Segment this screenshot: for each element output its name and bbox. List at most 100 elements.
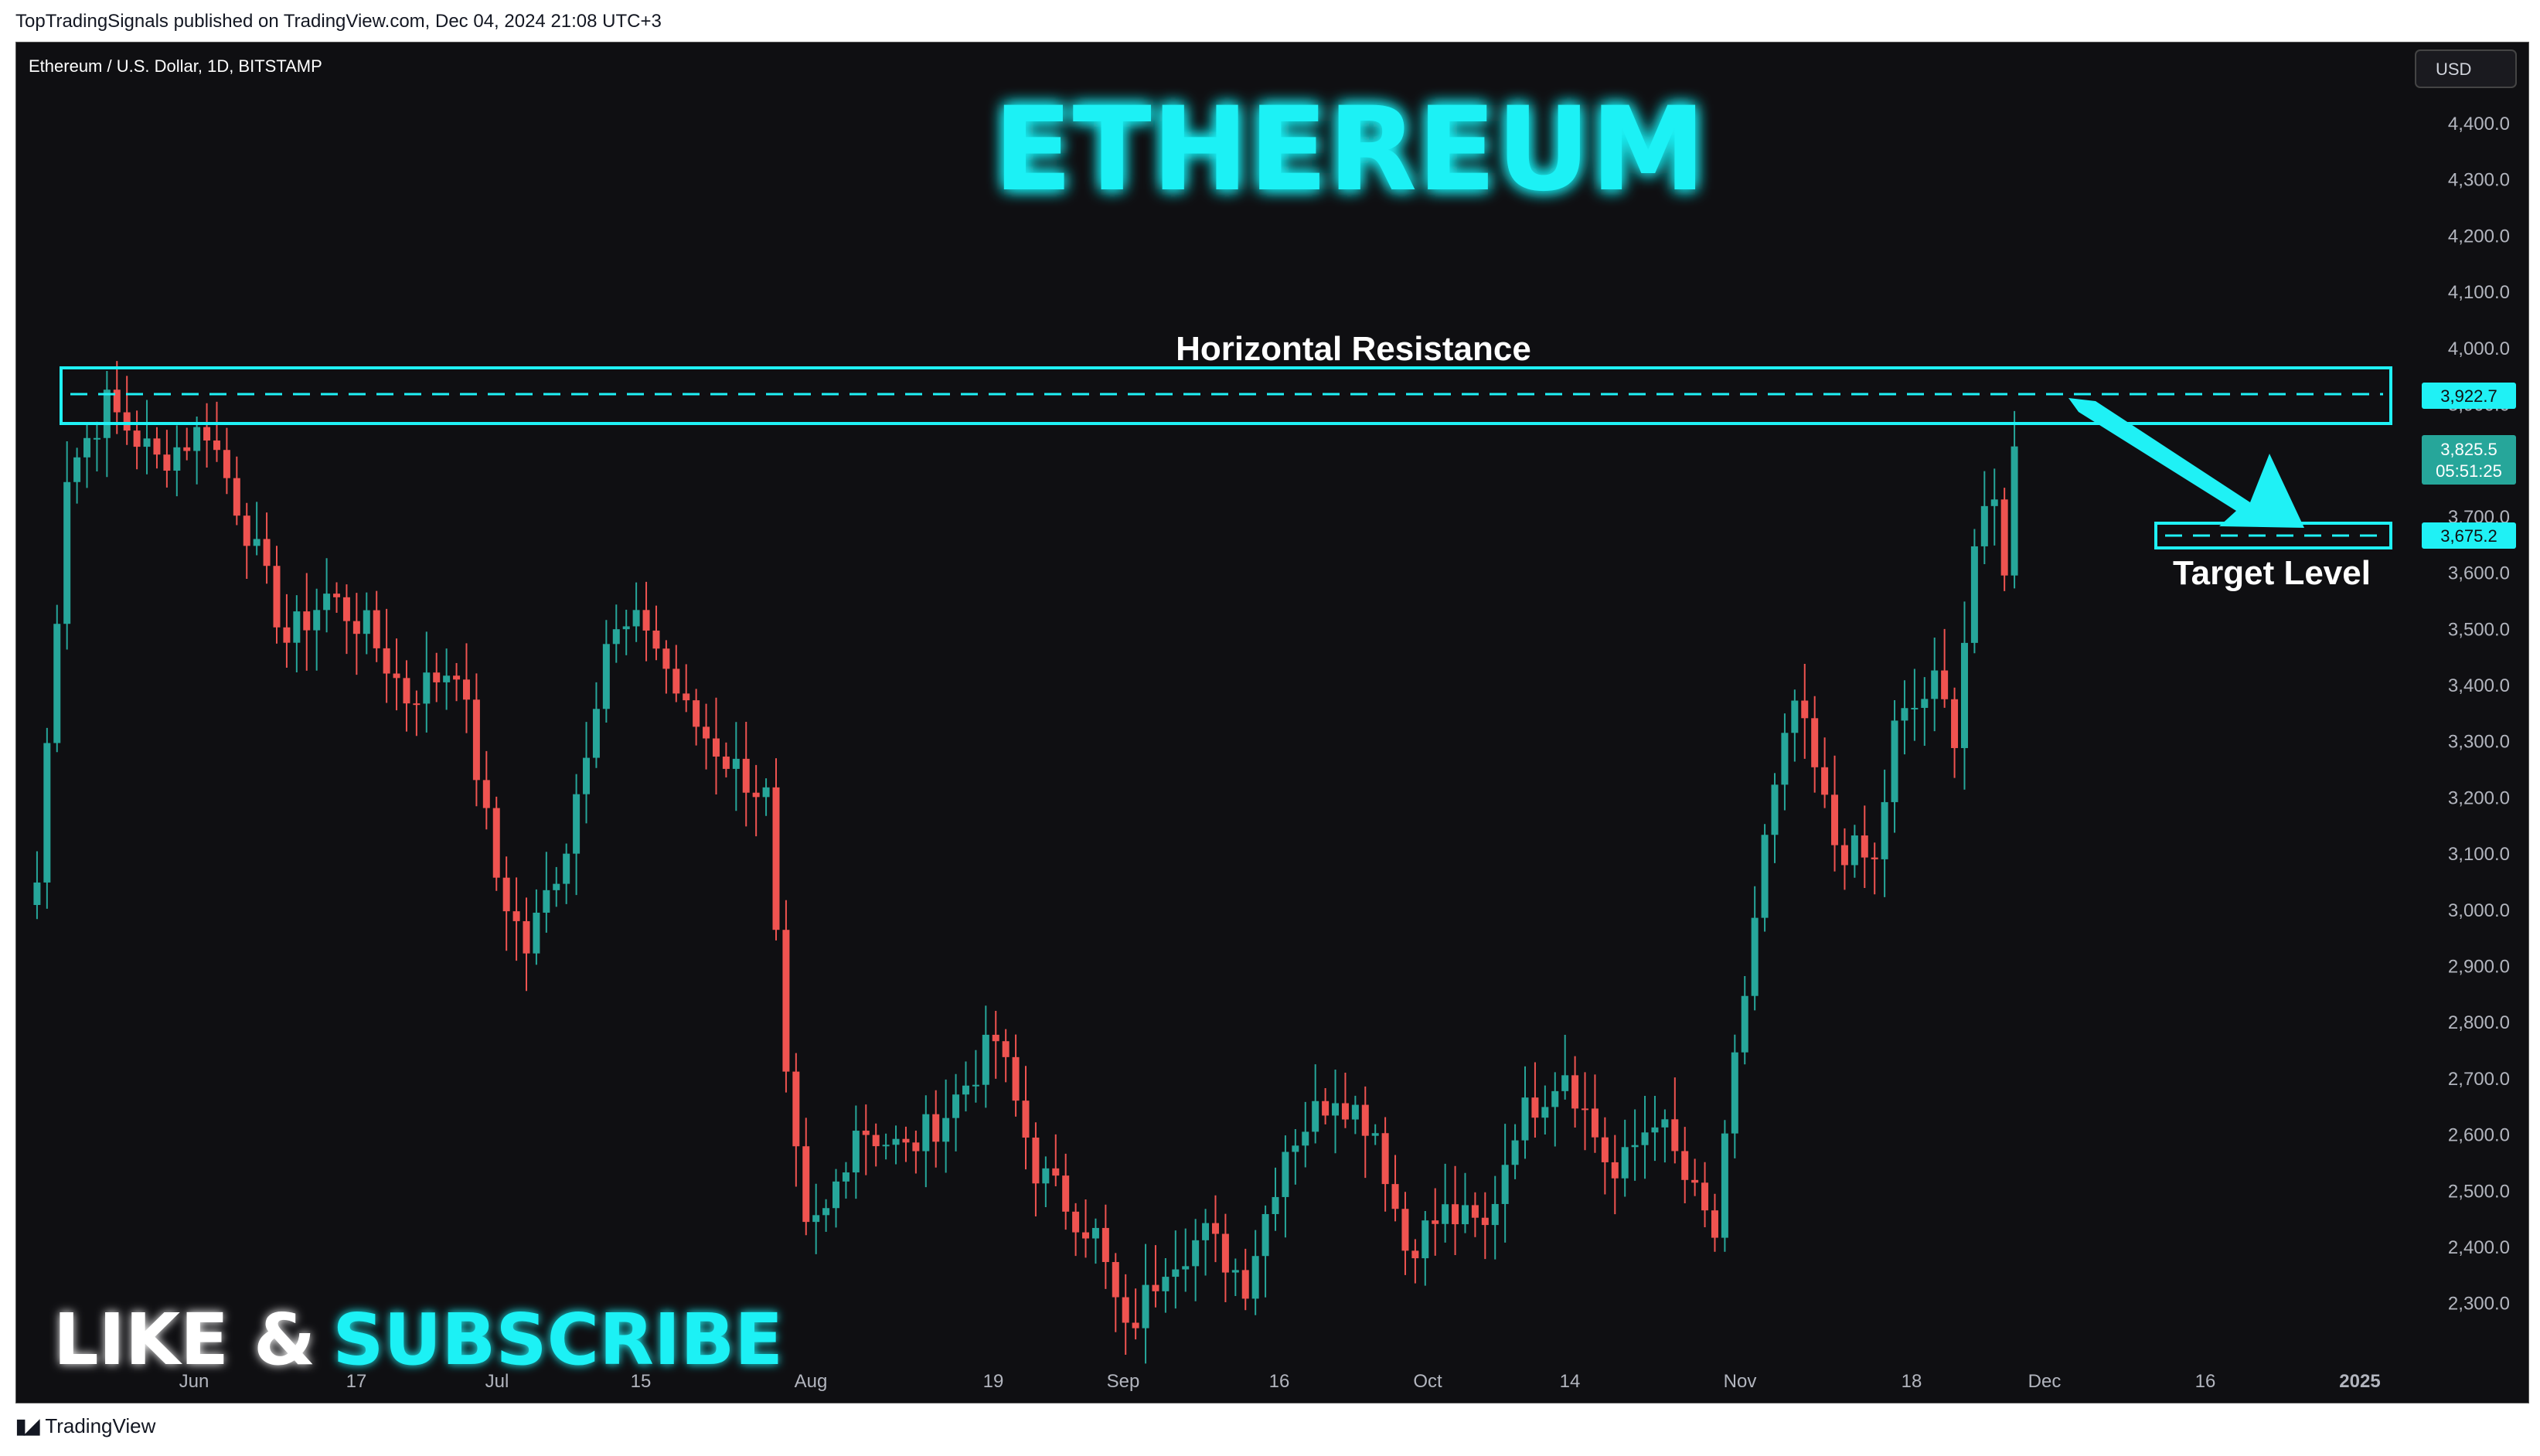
candle-body bbox=[732, 758, 740, 769]
candle-body bbox=[1182, 1266, 1190, 1270]
candle-body bbox=[293, 611, 301, 643]
candle-body bbox=[802, 1146, 810, 1223]
candle-body bbox=[253, 539, 260, 546]
candle-body bbox=[1432, 1220, 1439, 1224]
candle-body bbox=[1002, 1041, 1010, 1057]
currency-button[interactable] bbox=[2415, 49, 2517, 88]
candle-body bbox=[902, 1138, 910, 1143]
candle-body bbox=[1571, 1075, 1579, 1109]
candle-body bbox=[1881, 801, 1888, 859]
candle-body bbox=[852, 1131, 860, 1173]
candle-body bbox=[1112, 1262, 1119, 1298]
target-price-tag-text: 3,675.2 bbox=[2440, 526, 2497, 546]
footer[interactable]: ▮◢ TradingView bbox=[15, 1414, 155, 1438]
candle-body bbox=[592, 709, 600, 758]
cta-like: LIKE & bbox=[53, 1298, 315, 1381]
candle-body bbox=[443, 675, 451, 682]
time-tick-label: 16 bbox=[1269, 1371, 1290, 1392]
candle-body bbox=[842, 1172, 850, 1182]
candle-body bbox=[1861, 835, 1868, 858]
candle-body bbox=[642, 610, 650, 631]
candle-body bbox=[1442, 1204, 1449, 1224]
candle-body bbox=[203, 427, 211, 441]
candle-body bbox=[1341, 1103, 1349, 1120]
candle-body bbox=[1261, 1213, 1269, 1257]
candle-body bbox=[512, 911, 520, 921]
candle-body bbox=[183, 447, 191, 451]
candle-body bbox=[1601, 1137, 1609, 1162]
chart-pane[interactable]: Horizontal Resistance Target Level ETHER… bbox=[15, 42, 2529, 1403]
candle-body bbox=[1661, 1119, 1669, 1128]
price-tick-label: 2,800.0 bbox=[2448, 1012, 2510, 1033]
candle-body bbox=[952, 1094, 960, 1118]
candle-body bbox=[472, 699, 480, 781]
candle-body bbox=[143, 438, 151, 447]
price-tick-label: 2,600.0 bbox=[2448, 1125, 2510, 1146]
candle-body bbox=[872, 1135, 880, 1147]
candle-body bbox=[1541, 1107, 1549, 1118]
time-tick-label: Nov bbox=[1724, 1371, 1757, 1392]
candle-body bbox=[932, 1114, 940, 1142]
candle-body bbox=[173, 447, 181, 471]
candle-body bbox=[1891, 720, 1898, 802]
candle-body bbox=[1751, 917, 1759, 996]
candle-body bbox=[693, 700, 700, 727]
cta-text: LIKE & SUBSCRIBE bbox=[53, 1298, 783, 1381]
candle-body bbox=[1621, 1147, 1629, 1179]
candle-body bbox=[1221, 1233, 1229, 1273]
countdown-text: 05:51:25 bbox=[2436, 461, 2502, 481]
candle-body bbox=[243, 515, 250, 546]
candle-body bbox=[1671, 1119, 1679, 1152]
candle-body bbox=[502, 877, 510, 912]
candle-body bbox=[1481, 1217, 1489, 1226]
candle-body bbox=[1202, 1223, 1210, 1240]
price-tick-label: 4,000.0 bbox=[2448, 338, 2510, 359]
candle-body bbox=[453, 675, 461, 680]
candle-body bbox=[1142, 1284, 1149, 1328]
candle-body bbox=[812, 1215, 820, 1223]
candle-body bbox=[1611, 1162, 1619, 1179]
time-tick-label: Jun bbox=[179, 1371, 209, 1392]
price-tick-label: 2,400.0 bbox=[2448, 1237, 2510, 1258]
candle-body bbox=[223, 450, 230, 478]
price-axis[interactable]: 4,400.04,300.04,200.04,100.04,000.03,900… bbox=[2448, 114, 2510, 1315]
candle-body bbox=[882, 1145, 890, 1147]
candle-body bbox=[1591, 1108, 1599, 1138]
candle-body bbox=[1970, 546, 1978, 643]
candle-body bbox=[113, 390, 121, 413]
candle-body bbox=[612, 629, 620, 645]
candle-body bbox=[563, 853, 570, 884]
candle-body bbox=[313, 610, 321, 631]
candle-body bbox=[1921, 699, 1929, 708]
price-chart[interactable]: Horizontal Resistance Target Level ETHER… bbox=[16, 43, 2528, 1403]
candle-body bbox=[1322, 1101, 1330, 1116]
candle-body bbox=[683, 693, 690, 701]
candle-body bbox=[1411, 1250, 1419, 1259]
price-tick-label: 3,100.0 bbox=[2448, 844, 2510, 865]
time-tick-label: Aug bbox=[795, 1371, 828, 1392]
candle-body bbox=[1012, 1056, 1020, 1101]
candle-body bbox=[263, 539, 271, 566]
candle-body bbox=[1461, 1205, 1469, 1225]
time-axis[interactable]: Jun 17 Jul 15 Aug 19 Sep 16 Oct 14 Nov 18 Dec 16 2025 bbox=[179, 1371, 2381, 1392]
candle-body bbox=[73, 457, 81, 482]
candle-body bbox=[1422, 1220, 1429, 1259]
price-tick-label: 3,400.0 bbox=[2448, 675, 2510, 696]
candle-body bbox=[373, 610, 380, 648]
current-price-tag bbox=[2422, 435, 2516, 485]
candle-body bbox=[942, 1118, 950, 1142]
price-tick-label: 2,700.0 bbox=[2448, 1069, 2510, 1090]
candle-body bbox=[1292, 1145, 1299, 1152]
candle-body bbox=[1951, 699, 1959, 748]
candle-body bbox=[772, 787, 780, 930]
candle-body bbox=[1811, 718, 1819, 767]
candle-body bbox=[1302, 1131, 1309, 1146]
candle-body bbox=[1471, 1205, 1479, 1218]
candle-body bbox=[1801, 700, 1809, 719]
resistance-zone[interactable] bbox=[60, 366, 2392, 425]
candle-body bbox=[1561, 1075, 1569, 1091]
candle-body bbox=[303, 611, 311, 631]
candle-body bbox=[153, 438, 161, 455]
candle-body bbox=[1980, 505, 1988, 546]
symbol-label: Ethereum / U.S. Dollar, 1D, BITSTAMP bbox=[29, 56, 322, 76]
